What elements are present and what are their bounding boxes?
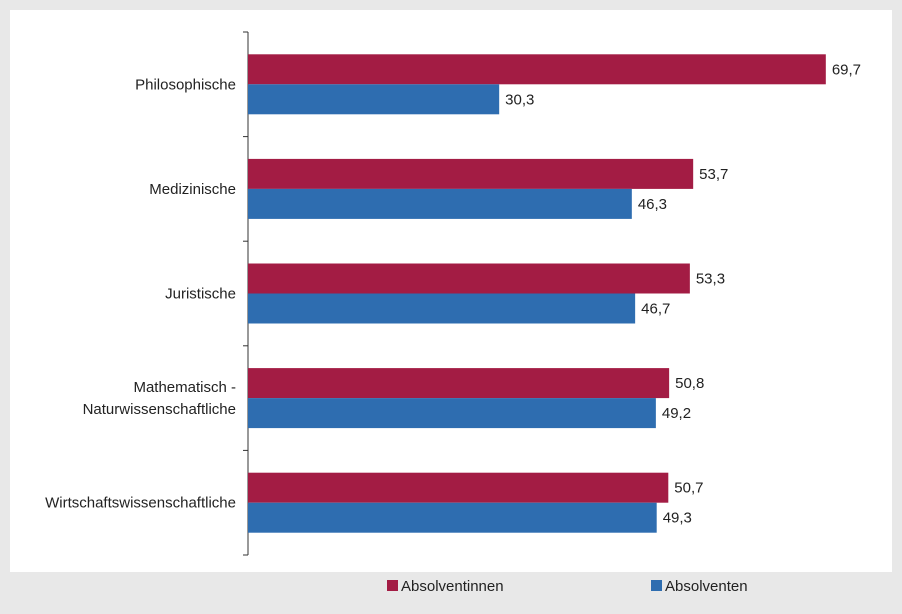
data-label: 69,7	[832, 61, 861, 78]
data-label: 53,3	[696, 271, 725, 288]
category-label-line: Juristische	[165, 286, 236, 303]
category-label-line: Wirtschaftswissenschaftliche	[45, 495, 236, 512]
category-label: Juristische	[165, 286, 236, 303]
legend-label: Absolventinnen	[401, 578, 504, 595]
category-label-line: Philosophische	[135, 76, 236, 93]
bar-absolventen	[248, 293, 636, 324]
data-label: 46,3	[638, 196, 667, 213]
category-label: Mathematisch - Naturwissenschaftliche	[83, 379, 236, 418]
bar-absolventen	[248, 188, 632, 219]
bar-absolventen	[248, 84, 500, 115]
value-labels: 69,7 30,3 53,7 46,3 53,3 46,7 50,8 49,2 50,7 49,3	[505, 61, 861, 526]
data-label: 50,7	[674, 480, 703, 497]
legend-label: Absolventen	[665, 578, 748, 595]
legend: Absolventinnen Absolventen	[387, 578, 748, 595]
category-labels: Philosophische Medizinische Juristische Mat…	[45, 76, 236, 511]
data-label: 49,3	[663, 510, 692, 527]
category-label-line: Medizinische	[149, 181, 236, 198]
category-label: Wirtschaftswissenschaftliche	[45, 495, 236, 512]
bars	[248, 54, 826, 533]
bar-absolventinnen	[248, 54, 826, 85]
legend-swatch	[651, 580, 662, 591]
bar-absolventen	[248, 502, 657, 533]
data-label: 50,8	[675, 375, 704, 392]
category-label-line: Mathematisch -	[133, 379, 236, 396]
bar-absolventinnen	[248, 263, 690, 294]
legend-swatch	[387, 580, 398, 591]
category-label: Medizinische	[149, 181, 236, 198]
bar-absolventinnen	[248, 158, 694, 189]
bar-absolventinnen	[248, 368, 670, 399]
bar-absolventinnen	[248, 472, 669, 503]
category-label-line: Naturwissenschaftliche	[83, 401, 236, 418]
category-label: Philosophische	[135, 76, 236, 93]
data-label: 46,7	[641, 301, 670, 318]
data-label: 53,7	[699, 166, 728, 183]
data-label: 30,3	[505, 91, 534, 108]
bar-absolventen	[248, 398, 656, 429]
data-label: 49,2	[662, 405, 691, 422]
